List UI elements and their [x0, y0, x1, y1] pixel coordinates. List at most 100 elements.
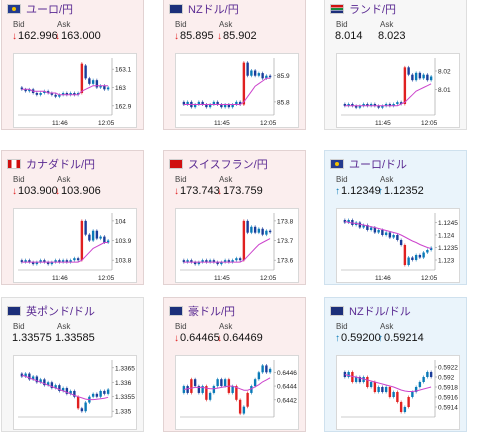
mini-chart[interactable]: 0.6446 0.6444 0.6442 [175, 355, 299, 430]
candle [28, 260, 31, 263]
candle [223, 379, 227, 387]
y-tick-label: 162.9 [115, 103, 132, 110]
candle [411, 74, 414, 81]
candle [20, 260, 24, 263]
y-tick-label: 0.592 [438, 375, 455, 382]
card-header[interactable]: NZドル/円 [169, 2, 239, 16]
y-tick-label: 0.6444 [277, 384, 297, 391]
mini-chart[interactable]: 8.02 8.01 11:45 12:05 [336, 53, 460, 128]
ask-label: Ask [219, 322, 233, 331]
candle [235, 386, 238, 400]
mini-chart[interactable]: 1.1245 1.124 1.1235 1.123 11:46 12:05 [336, 208, 460, 283]
candle [426, 372, 429, 377]
candle [381, 387, 384, 392]
trend-up-arrow-icon: ↑ [335, 186, 340, 197]
bid-value: 173.743 [180, 185, 220, 197]
mini-chart[interactable]: 0.5922 0.592 0.5918 0.5916 0.5914 [336, 355, 460, 430]
mini-chart[interactable]: 85.9 85.8 11:45 12:05 [175, 53, 299, 128]
candle [31, 262, 35, 265]
bid-price: 1.33575 [12, 332, 52, 344]
bid-value: 8.014 [335, 30, 363, 42]
pair-name-link[interactable]: ユーロ/円 [26, 4, 74, 16]
pair-name-link[interactable]: 豪ドル/円 [188, 306, 236, 318]
mini-chart[interactable]: 173.8 173.7 173.6 11:45 12:05 [175, 208, 299, 283]
chart-svg: 1.1245 1.124 1.1235 1.123 11:46 12:05 [341, 213, 458, 282]
rate-card[interactable]: 豪ドル/円 Bid Ask ↓0.64465 ↓0.64469 0.6446 0.6444 0… [163, 297, 306, 432]
candle [54, 94, 57, 97]
card-header[interactable]: NZドル/ドル [330, 304, 411, 318]
candle [212, 260, 216, 263]
card-header[interactable]: スイスフラン/円 [169, 157, 268, 171]
mini-chart[interactable]: 163.1 163 162.9 11:46 12:05 [13, 53, 137, 128]
y-tick-label: 1.123 [438, 258, 455, 265]
flag-eu-icon [7, 4, 21, 14]
candle [347, 220, 350, 223]
rate-card[interactable]: ユーロ/ドル Bid Ask ↑1.12349 ↑1.12352 1.1245 1.124 1… [324, 150, 467, 285]
x-tick-label: 12:05 [260, 120, 277, 127]
pair-name-link[interactable]: 英ポンド/ドル [26, 306, 96, 318]
candle [369, 104, 373, 106]
ask-label: Ask [57, 20, 71, 29]
candle [257, 372, 261, 380]
bid-price: ↓173.743 [174, 185, 220, 197]
bid-value: 1.33575 [12, 332, 52, 344]
candle [65, 260, 69, 263]
card-header[interactable]: 豪ドル/円 [169, 304, 235, 318]
candle [61, 93, 65, 95]
card-header[interactable]: ユーロ/円 [7, 2, 73, 16]
candle [208, 104, 212, 108]
ask-value: 8.023 [378, 30, 406, 42]
ask-label: Ask [380, 175, 394, 184]
candle [61, 388, 65, 391]
pair-name-link[interactable]: カナダドル/円 [26, 159, 96, 171]
card-header[interactable]: 英ポンド/ドル [7, 304, 95, 318]
candle [426, 74, 429, 81]
candle [35, 93, 39, 95]
card-header[interactable]: ランド/円 [330, 2, 396, 16]
y-tick-label: 1.336 [115, 380, 132, 387]
candle [76, 93, 80, 95]
mini-chart[interactable]: 1.3365 1.336 1.3355 1.335 [13, 355, 137, 430]
candle [223, 104, 227, 108]
candle [235, 101, 238, 105]
candle [205, 104, 208, 108]
candle [216, 262, 219, 265]
bid-label: Bid [336, 175, 348, 184]
candle [347, 104, 350, 106]
rate-card[interactable]: NZドル/円 Bid Ask ↓85.895 ↓85.902 85.9 85.8 11:45 1… [163, 0, 306, 130]
pair-name-link[interactable]: NZドル/円 [188, 4, 239, 16]
candle [39, 379, 42, 383]
bid-label: Bid [175, 175, 187, 184]
trend-up-arrow-icon: ↑ [378, 186, 383, 197]
candle [28, 373, 31, 380]
flag-ca-icon [7, 159, 21, 169]
candle [418, 255, 422, 258]
bid-value: 162.996 [18, 30, 58, 42]
candle [418, 72, 422, 79]
rate-card[interactable]: ランド/円 Bid Ask 8.014 8.023 8.02 8.01 11:45 12:05 [324, 0, 467, 130]
candle [61, 260, 65, 263]
candle [43, 260, 46, 263]
rate-card[interactable]: スイスフラン/円 Bid Ask ↓173.743 ↓173.759 173.8 173.7… [163, 150, 306, 285]
rate-card[interactable]: NZドル/ドル Bid Ask ↑0.59200 ↑0.59214 0.5922 0.592… [324, 297, 467, 432]
rate-card[interactable]: ユーロ/円 Bid Ask ↓162.996 ↓163.000 163.1 163 162.9… [1, 0, 144, 130]
card-header[interactable]: ユーロ/ドル [330, 157, 407, 171]
y-tick-label: 104 [115, 218, 126, 225]
pair-name-link[interactable]: ランド/円 [349, 4, 397, 16]
candle [106, 240, 110, 243]
chart-svg: 8.02 8.01 11:45 12:05 [341, 58, 451, 127]
ask-price: ↓0.64469 [217, 332, 263, 344]
candle [366, 377, 369, 387]
candle [265, 230, 268, 235]
flag-ch-icon [169, 159, 183, 169]
candle [220, 104, 223, 108]
pair-name-link[interactable]: ユーロ/ドル [349, 159, 408, 171]
pair-name-link[interactable]: スイスフラン/円 [188, 159, 268, 171]
rate-card[interactable]: 英ポンド/ドル Bid Ask 1.33575 1.33585 1.3365 1.336 1.… [1, 297, 144, 432]
rate-card[interactable]: カナダドル/円 Bid Ask ↓103.900 ↓103.906 104 103.9 103… [1, 150, 144, 285]
pair-name-link[interactable]: NZドル/ドル [349, 306, 411, 318]
candle [384, 104, 388, 106]
card-header[interactable]: カナダドル/円 [7, 157, 95, 171]
mini-chart[interactable]: 104 103.9 103.8 11:46 12:05 [13, 208, 137, 283]
candle [65, 93, 69, 95]
